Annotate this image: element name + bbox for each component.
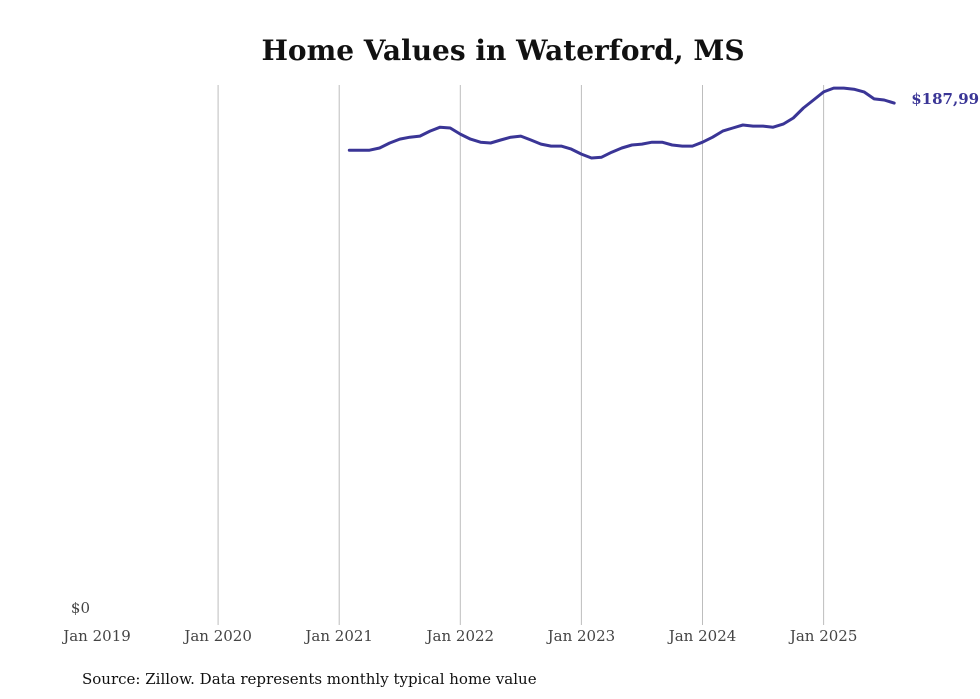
x-tick-label: Jan 2023	[546, 627, 616, 645]
source-note: Source: Zillow. Data represents monthly …	[82, 670, 537, 688]
x-tick-label: Jan 2019	[61, 627, 131, 645]
x-tick-label: Jan 2025	[788, 627, 858, 645]
y-tick-label: $0	[71, 599, 90, 617]
x-tick-label: Jan 2024	[667, 627, 737, 645]
series-line	[347, 86, 896, 160]
end-value-label: $187,995	[911, 90, 980, 108]
x-tick-label: Jan 2020	[182, 627, 252, 645]
x-tick-label: Jan 2021	[303, 627, 373, 645]
chart-title: Home Values in Waterford, MS	[261, 34, 744, 67]
x-tick-label: Jan 2022	[425, 627, 495, 645]
